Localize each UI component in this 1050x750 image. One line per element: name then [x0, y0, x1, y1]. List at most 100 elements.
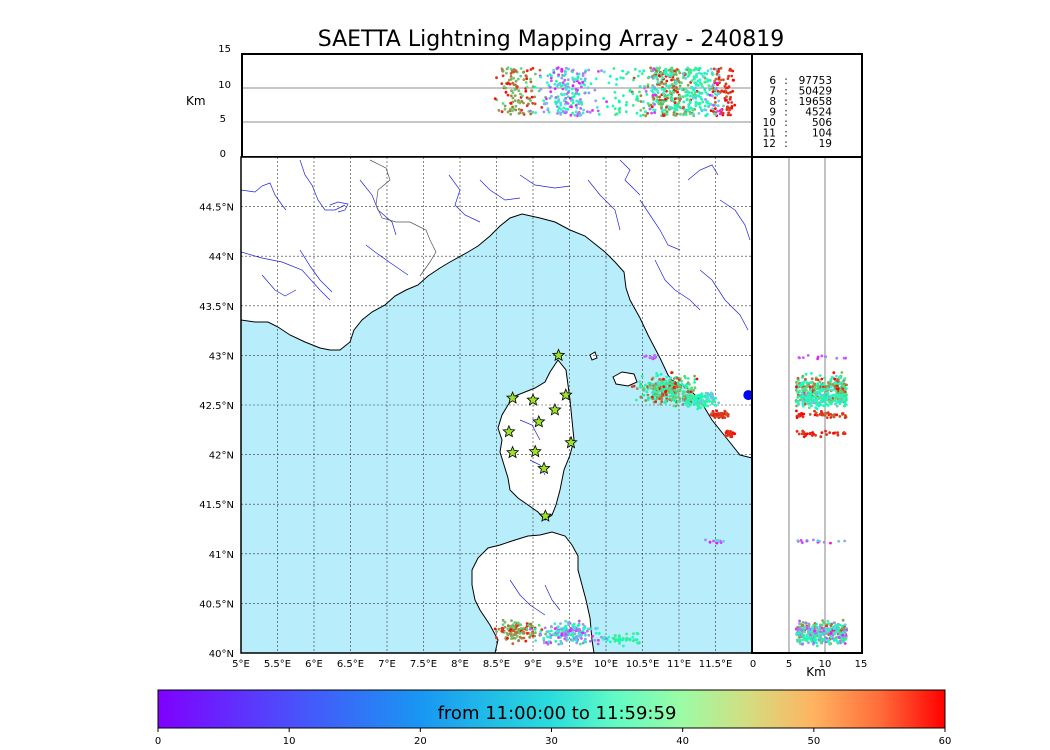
lightning-point [640, 375, 644, 378]
lightning-point-lon-alt [682, 105, 685, 109]
lightning-point-lon-alt [670, 78, 673, 82]
lightning-point [529, 627, 532, 631]
lightning-point-lon-alt [708, 93, 712, 97]
lightning-point-alt-lat [810, 372, 813, 375]
lightning-point [573, 627, 576, 630]
lightning-point-lon-alt [719, 66, 723, 70]
lightning-point [686, 390, 690, 393]
lightning-point [701, 395, 705, 398]
lightning-point-lon-alt [559, 113, 563, 116]
lightning-point-lon-alt [686, 83, 690, 87]
lightning-point [529, 624, 532, 628]
count-value: 97753 [799, 75, 832, 87]
capraia-island [589, 351, 598, 361]
lightning-point-alt-lat [832, 627, 836, 630]
lightning-point-lon-alt [688, 94, 692, 98]
lightning-point-lon-alt [555, 105, 559, 108]
lightning-point-lon-alt [650, 111, 653, 115]
lightning-point-alt-lat [828, 431, 832, 434]
lightning-point [607, 635, 611, 639]
lightning-point-alt-lat [833, 398, 837, 401]
lightning-point-alt-lat [825, 624, 829, 628]
lightning-point-alt-lat [810, 629, 814, 632]
lightning-point-lon-alt [520, 99, 524, 103]
lightning-point-alt-lat [794, 388, 798, 392]
lightning-point-lon-alt [689, 68, 693, 72]
lightning-point-lon-alt [561, 93, 565, 97]
lightning-point [515, 634, 519, 638]
lightning-point [645, 390, 649, 394]
lightning-point-lon-alt [673, 101, 677, 105]
lightning-point-lon-alt [517, 89, 521, 92]
star-icon [502, 424, 516, 438]
lightning-point [635, 632, 639, 635]
lightning-point-lon-alt [560, 76, 564, 80]
lightning-point [634, 398, 638, 402]
lightning-point-lon-alt [659, 102, 663, 106]
lightning-point-lon-alt [684, 77, 687, 80]
map-xtick: 6°E [305, 659, 323, 670]
lightning-point-alt-lat [829, 394, 833, 398]
lightning-point-lon-alt [589, 82, 593, 86]
lightning-point [660, 397, 663, 401]
lightning-point [650, 356, 654, 360]
lightning-point [704, 391, 708, 395]
count-value: 4524 [805, 107, 832, 119]
lightning-point-alt-lat [804, 399, 808, 402]
lightning-point-lon-alt [703, 104, 707, 108]
lightning-point-lon-alt [713, 107, 717, 110]
lightning-point-lon-alt [631, 104, 635, 107]
lightning-point [537, 623, 541, 627]
lightning-point-lon-alt [527, 102, 530, 106]
lightning-point [539, 633, 543, 637]
lightning-point-lon-alt [684, 94, 688, 98]
corsica [497, 359, 575, 521]
lightning-point-alt-lat [821, 638, 825, 642]
lightning-point-lon-alt [517, 107, 521, 111]
lightning-point-lon-alt [712, 103, 715, 107]
lightning-point-lon-alt [673, 108, 677, 112]
lightning-point-alt-lat [832, 371, 836, 375]
lightning-point-alt-lat [818, 632, 822, 636]
lightning-point-lon-alt [713, 79, 717, 83]
lightning-point-lon-alt [729, 113, 732, 117]
lightning-point-alt-lat [820, 398, 823, 402]
lightning-point-alt-lat [841, 624, 844, 628]
colorbar-tick-label: 50 [807, 736, 820, 747]
lightning-point-lon-alt [566, 85, 570, 89]
lightning-point-lon-alt [603, 70, 606, 74]
lightning-point-lon-alt [711, 73, 715, 76]
lightning-point-lon-alt [644, 90, 648, 93]
lightning-point-lon-alt [533, 102, 537, 106]
lightning-point-lon-alt [711, 107, 715, 111]
lightning-point [493, 627, 497, 631]
lightning-point-lon-alt [661, 88, 664, 91]
lightning-point [655, 374, 658, 378]
lightning-point-alt-lat [805, 639, 809, 643]
lightning-point [621, 637, 625, 640]
lightning-point-lon-alt [605, 100, 608, 104]
lightning-point [638, 384, 642, 388]
lightning-point [689, 387, 693, 391]
lightning-point-lon-alt [521, 94, 524, 98]
count-value: 104 [812, 128, 832, 140]
lightning-point [550, 629, 553, 633]
lightning-point-alt-lat [843, 416, 847, 419]
lightning-point [584, 637, 587, 641]
lightning-point-lon-alt [669, 91, 672, 95]
lightning-point-lon-alt [573, 113, 577, 117]
lightning-point-lon-alt [529, 99, 532, 103]
lightning-point-lon-alt [688, 99, 692, 103]
lightning-point-lon-alt [714, 77, 718, 81]
lightning-point-lon-alt [704, 98, 707, 101]
lightning-point [671, 394, 674, 397]
lightning-point-lon-alt [671, 70, 674, 74]
lightning-point [675, 376, 679, 380]
lightning-point-lon-alt [704, 90, 708, 94]
lightning-point [722, 539, 725, 543]
lightning-point [673, 399, 677, 403]
lightning-point-alt-lat [796, 539, 800, 542]
lightning-point [693, 378, 697, 381]
map-y-ticks: 40°N 40.5°N 41°N 41.5°N 42°N 42.5°N 43°N 43.5°N… [199, 203, 234, 660]
